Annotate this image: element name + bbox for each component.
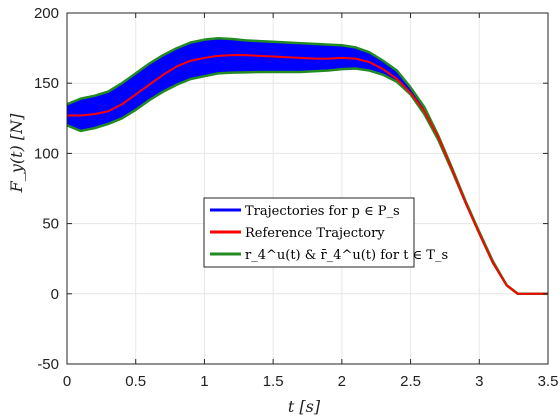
y-tick-label-4: 150	[34, 75, 59, 92]
legend-label-bounds: r_4^u(t) & r̄_4^u(t) for t ∈ T_s	[245, 248, 448, 263]
x-tick-label-2: 1	[200, 373, 208, 390]
y-tick-label-5: 200	[34, 5, 59, 22]
legend-label-reference: Reference Trajectory	[245, 226, 385, 241]
y-axis-label: F_y(t) [N]	[7, 113, 26, 193]
x-tick-label-6: 3	[475, 373, 483, 390]
y-tick-label-0: -50	[37, 356, 59, 373]
x-tick-label-0: 0	[63, 373, 71, 390]
x-tick-label-4: 2	[338, 373, 346, 390]
x-tick-label-3: 1.5	[263, 373, 284, 390]
y-tick-label-2: 50	[42, 216, 59, 233]
x-tick-label-7: 3.5	[538, 373, 559, 390]
y-tick-label-1: 0	[51, 286, 59, 303]
plot-frame	[66, 12, 549, 365]
legend: Trajectories for p ∈ P_s Reference Traje…	[203, 197, 448, 268]
x-axis-label: t [s]	[288, 397, 321, 416]
y-tick-label-3: 100	[34, 145, 59, 162]
x-tick-label-1: 0.5	[125, 373, 146, 390]
legend-label-band: Trajectories for p ∈ P_s	[245, 204, 400, 219]
x-tick-label-5: 2.5	[400, 373, 421, 390]
series-reference-line	[67, 54, 548, 295]
